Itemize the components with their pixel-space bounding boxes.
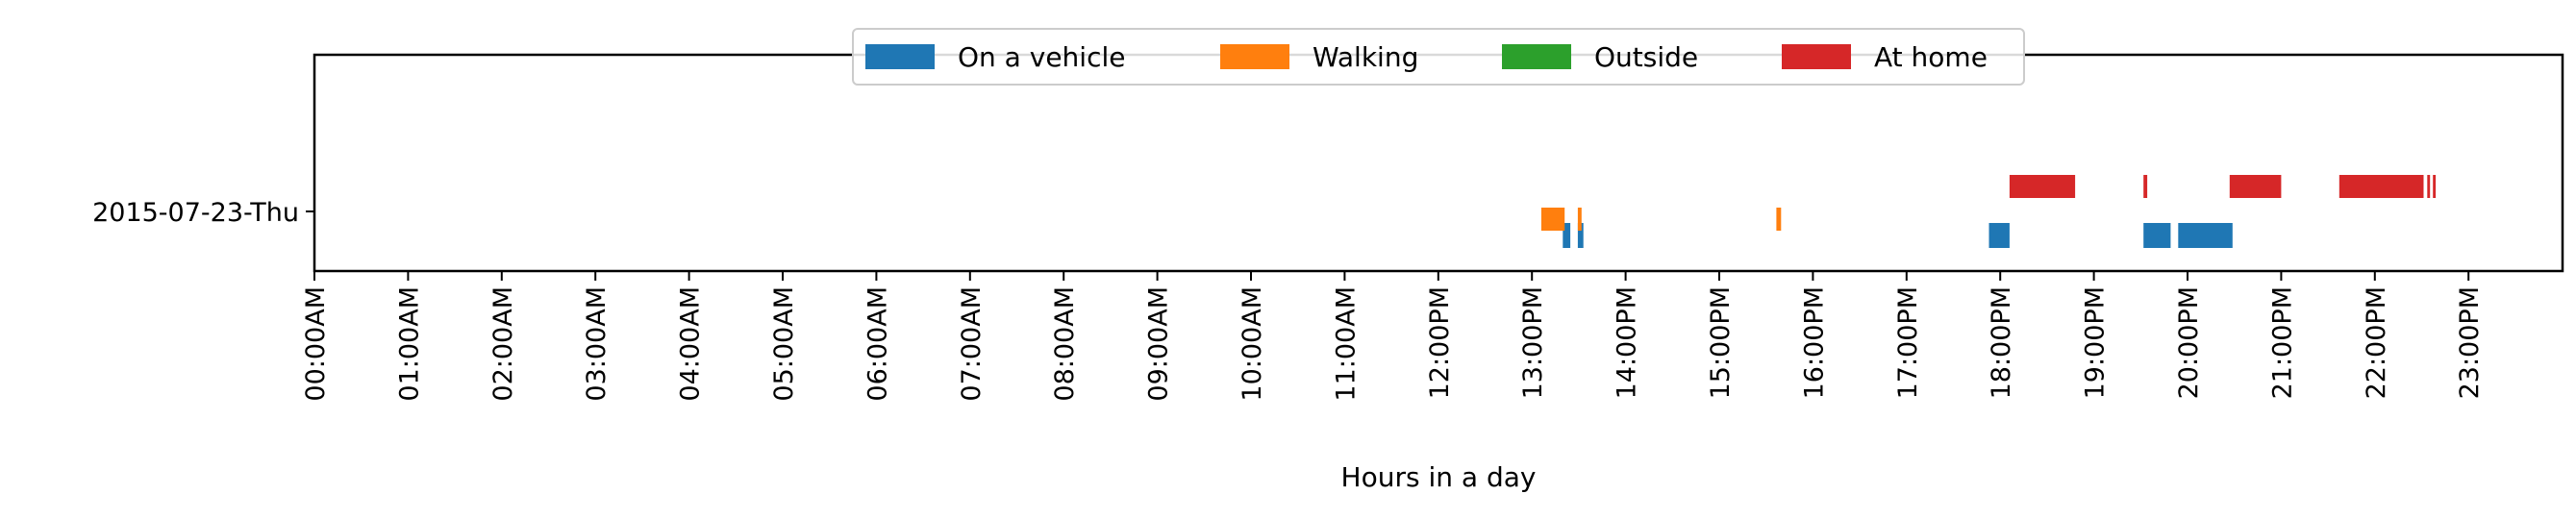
x-tick-label: 19:00PM	[2081, 286, 2111, 399]
x-tick-label: 11:00AM	[1331, 286, 1361, 402]
x-tick-label: 02:00AM	[488, 286, 518, 402]
x-tick-label: 17:00PM	[1893, 286, 1923, 399]
legend-swatch-at-home	[1782, 44, 1851, 69]
x-tick-label: 20:00PM	[2174, 286, 2204, 399]
legend-label-at-home: At home	[1874, 41, 1988, 73]
x-tick-label: 21:00PM	[2267, 286, 2297, 399]
x-tick-label: 13:00PM	[1518, 286, 1548, 399]
legend-swatch-on-a-vehicle	[865, 44, 935, 69]
x-tick-label: 06:00AM	[863, 286, 892, 402]
x-axis-label: Hours in a day	[1341, 461, 1537, 493]
legend: On a vehicle Walking Outside At home	[852, 28, 2025, 86]
bar-on-a-vehicle-1	[1577, 223, 1584, 248]
bar-walking-1	[1577, 208, 1582, 231]
legend-swatch-walking	[1220, 44, 1289, 69]
bar-on-a-vehicle-2	[1988, 223, 2010, 248]
x-tick-label: 04:00AM	[676, 286, 706, 402]
bar-at-home-1	[2143, 175, 2148, 198]
x-tick-label: 12:00PM	[1425, 286, 1455, 399]
bar-on-a-vehicle-4	[2178, 223, 2233, 248]
x-tick-label: 15:00PM	[1706, 286, 1736, 399]
bar-walking-0	[1540, 208, 1565, 231]
bar-at-home-0	[2009, 175, 2076, 198]
x-tick-label: 10:00AM	[1238, 286, 1267, 402]
legend-label-on-a-vehicle: On a vehicle	[958, 41, 1125, 73]
bar-on-a-vehicle-0	[1563, 223, 1571, 248]
x-tick-label: 14:00PM	[1613, 286, 1642, 399]
x-tick-label: 18:00PM	[1987, 286, 2016, 399]
bar-at-home-2	[2229, 175, 2282, 198]
x-tick-label: 16:00PM	[1799, 286, 1829, 399]
x-tick-label: 22:00PM	[2362, 286, 2391, 399]
x-tick-label: 23:00PM	[2455, 286, 2485, 399]
x-tick-label: 05:00AM	[769, 286, 799, 402]
legend-label-walking: Walking	[1313, 41, 1418, 73]
x-tick-label: 08:00AM	[1050, 286, 1080, 402]
bar-walking-2	[1776, 208, 1782, 231]
activity-bars	[1540, 175, 2437, 248]
bar-on-a-vehicle-3	[2143, 223, 2171, 248]
x-axis: 00:00AM 01:00AM 02:00AM 03:00AM 04:00AM 05:00…	[301, 271, 2485, 402]
x-tick-label: 00:00AM	[301, 286, 331, 402]
x-tick-label: 01:00AM	[394, 286, 424, 402]
legend-swatch-outside	[1502, 44, 1571, 69]
legend-box	[852, 28, 2025, 86]
y-tick-label: 2015-07-23-Thu	[92, 198, 299, 228]
legend-label-outside: Outside	[1594, 41, 1698, 73]
y-axis: 2015-07-23-Thu	[92, 198, 314, 228]
x-tick-label: 07:00AM	[957, 286, 987, 402]
x-tick-label: 03:00AM	[582, 286, 612, 402]
x-tick-label: 09:00AM	[1144, 286, 1174, 402]
bar-at-home-5	[2433, 175, 2437, 198]
bar-at-home-4	[2427, 175, 2431, 198]
bar-at-home-3	[2338, 175, 2424, 198]
